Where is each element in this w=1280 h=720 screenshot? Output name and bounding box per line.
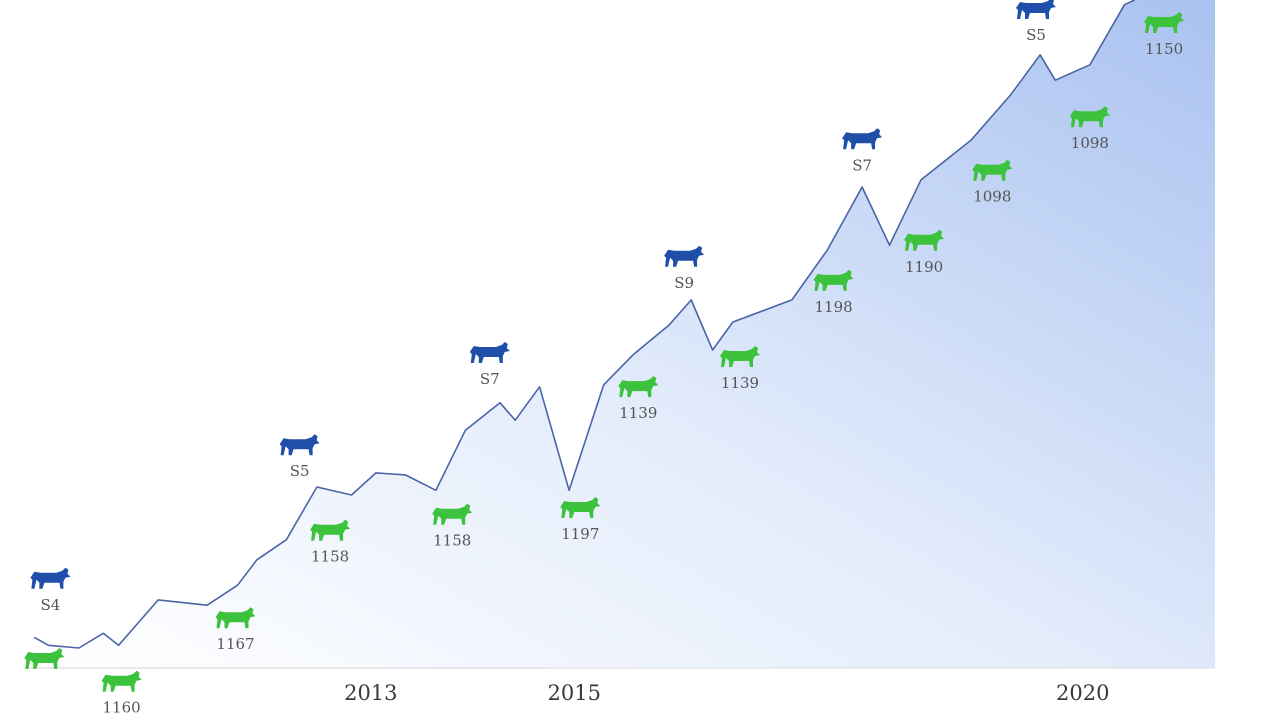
animal-icon	[664, 245, 705, 267]
x-tick-label: 2015	[548, 681, 601, 705]
annotation: S5	[1016, 0, 1056, 44]
animal-icon	[24, 648, 65, 669]
animal-icon	[1144, 12, 1185, 33]
annotation: 1160	[101, 670, 142, 717]
annotation: S5	[279, 434, 320, 480]
area-layer	[34, 0, 1216, 668]
area	[34, 0, 1216, 668]
annotation: S7	[469, 342, 510, 388]
annotation-label: 1190	[905, 258, 943, 276]
animal-icon	[1069, 106, 1110, 128]
annotation: 1198	[813, 269, 854, 316]
annotation-label: 1167	[216, 635, 254, 653]
animal-icon	[1016, 0, 1056, 19]
animal-icon	[972, 159, 1013, 181]
animal-icon	[215, 607, 256, 629]
annotation-label: 1098	[1071, 134, 1109, 152]
annotation-label: S5	[290, 462, 310, 480]
annotation: 1098	[972, 159, 1013, 206]
annotation: S7	[842, 128, 883, 174]
annotation-label: S7	[480, 370, 500, 388]
annotation: 1139	[618, 376, 659, 422]
annotation-label: 1139	[721, 374, 759, 392]
animal-icon	[618, 376, 659, 398]
annotation: 1098	[1069, 106, 1110, 152]
annotation-label: S4	[40, 596, 60, 614]
animal-icon	[432, 503, 473, 525]
annotation: 1158	[432, 503, 473, 550]
annotation-label: 1098	[973, 188, 1011, 206]
annotation-label: 1160	[103, 699, 141, 717]
annotation: S9	[664, 245, 705, 292]
animal-icon	[279, 434, 320, 456]
annotation	[24, 648, 65, 669]
animal-icon	[469, 342, 510, 363]
animal-icon	[310, 519, 351, 541]
annotation-label: 1139	[619, 404, 657, 422]
annotation-label: S9	[674, 274, 694, 292]
annotation: 1158	[310, 519, 351, 566]
animal-icon	[720, 346, 760, 367]
annotation: 1150	[1144, 12, 1185, 58]
animal-icon	[30, 567, 71, 589]
line	[33, 0, 1135, 649]
x-tick-label: 2020	[1056, 681, 1109, 705]
annotation: 1139	[720, 346, 760, 392]
annotation-label: S7	[852, 156, 872, 174]
animal-icon	[842, 128, 883, 150]
annotation: 1167	[215, 607, 256, 653]
annotation-label: 1197	[561, 525, 599, 543]
plot: 2013 2015 2020 S4 S5 S7 S9 S7 S5 1160 1167 1158 1158…	[24, 0, 1185, 717]
annotation: S4	[30, 567, 71, 614]
annotation-label: 1150	[1145, 40, 1183, 58]
annotation: 1197	[560, 497, 601, 543]
annotation-label: S5	[1026, 26, 1046, 44]
annotation-label: 1158	[433, 532, 471, 550]
animal-icon	[904, 229, 945, 251]
animal-icon	[101, 670, 142, 692]
animal-icon	[813, 269, 854, 291]
animal-icon	[560, 497, 601, 518]
annotation-label: 1198	[815, 298, 853, 316]
annotation-label: 1158	[311, 548, 349, 566]
x-tick-label: 2013	[344, 681, 397, 705]
annotation: 1190	[904, 229, 945, 276]
